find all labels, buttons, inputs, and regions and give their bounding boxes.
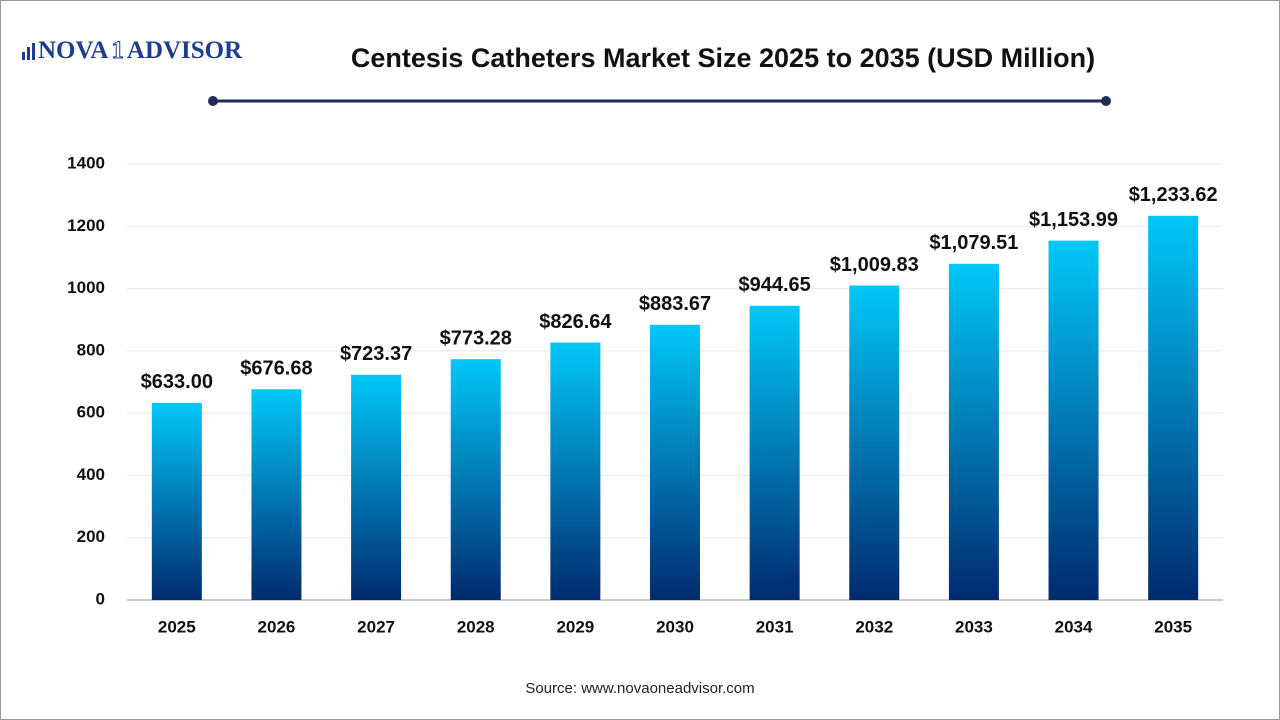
bar [650,324,700,600]
rule-dot [208,96,218,106]
value-label: $883.67 [639,293,711,315]
rule-dot [1101,96,1111,106]
x-tick-label: 2027 [357,617,395,636]
logo-part: NOVA [38,37,108,64]
value-label: $676.68 [240,358,312,380]
bar [849,285,900,600]
y-tick-label: 400 [77,465,105,484]
logo: NOVA 1 ADVISOR [22,36,243,64]
value-label: $773.28 [440,327,512,349]
value-label: $723.37 [340,343,412,365]
value-label: $944.65 [738,274,810,296]
y-tick-label: 1200 [67,216,105,235]
bar [1048,240,1099,600]
x-tick-label: 2026 [258,617,296,636]
value-label: $1,009.83 [830,254,919,276]
bar [251,389,302,600]
logo-part: ADVISOR [127,37,243,64]
x-tick-label: 2025 [158,617,196,636]
logo-icon [32,43,35,60]
x-tick-label: 2033 [955,617,993,636]
y-tick-label: 800 [77,340,105,359]
logo-icon [27,47,30,60]
bar [749,305,800,600]
x-tick-label: 2031 [756,617,794,636]
x-tick-label: 2030 [656,617,694,636]
x-tick-label: 2034 [1055,617,1093,636]
bar [351,374,402,600]
chart-title: Centesis Catheters Market Size 2025 to 2… [351,43,1095,73]
bar [151,402,202,600]
y-tick-label: 600 [77,403,105,422]
bar [1148,215,1199,600]
y-tick-label: 1400 [67,153,105,172]
x-tick-label: 2035 [1154,617,1192,636]
x-tick-label: 2028 [457,617,495,636]
value-label: $826.64 [539,311,612,333]
logo-icon [22,52,25,60]
value-label: $633.00 [141,371,213,393]
value-label: $1,153.99 [1029,209,1118,231]
y-tick-label: 0 [96,589,105,608]
logo-part: 1 [111,37,124,64]
value-label: $1,233.62 [1129,184,1218,206]
bar [450,359,501,600]
bar [550,342,601,600]
logo-text: NOVA 1 ADVISOR [38,37,243,64]
y-tick-label: 200 [77,527,105,546]
source: Source: www.novaoneadvisor.com [525,680,754,697]
x-tick-label: 2029 [556,617,594,636]
y-tick-label: 1000 [67,278,105,297]
x-tick-label: 2032 [855,617,893,636]
bar [948,263,999,600]
value-label: $1,079.51 [929,232,1018,254]
